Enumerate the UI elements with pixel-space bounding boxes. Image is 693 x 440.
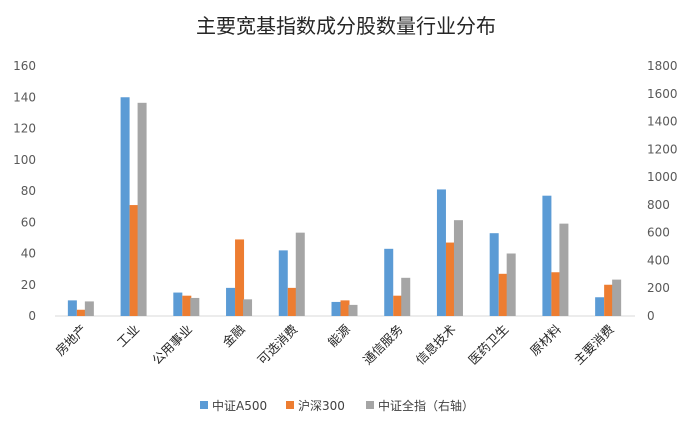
right-tick-label: 800 (647, 198, 670, 212)
bar (129, 205, 139, 316)
bar (331, 301, 341, 316)
bar (137, 102, 147, 316)
chart-title: 主要宽基指数成分股数量行业分布 (196, 14, 496, 38)
right-tick-label: 400 (647, 253, 670, 267)
bar (595, 297, 605, 316)
bar (612, 279, 622, 316)
bar (76, 309, 86, 316)
legend-label: 沪深300 (298, 399, 345, 413)
legend: 中证A500 沪深300 中证全指（右轴） (200, 398, 474, 413)
left-y-axis: 0 20 40 60 80 100 120 140 160 (13, 59, 36, 323)
legend-label: 中证A500 (212, 398, 267, 413)
right-tick-label: 200 (647, 281, 670, 295)
bar (84, 301, 94, 316)
legend-swatch (366, 401, 374, 409)
left-tick-label: 20 (21, 278, 36, 292)
left-tick-label: 80 (21, 184, 36, 198)
bar (295, 232, 305, 316)
left-tick-label: 0 (28, 309, 36, 323)
right-tick-label: 600 (647, 226, 670, 240)
right-y-axis: 0 200 400 600 800 1000 1200 1400 1600 1800 (647, 59, 678, 323)
bar (226, 287, 236, 316)
legend-label: 中证全指（右轴） (378, 398, 474, 413)
left-tick-label: 40 (21, 247, 36, 261)
bar (489, 233, 499, 316)
bar (506, 253, 516, 316)
bar (542, 195, 552, 316)
bar (67, 300, 77, 316)
bar (340, 300, 350, 316)
bar (384, 248, 394, 316)
bar (348, 304, 358, 316)
bar (278, 250, 288, 316)
bar (235, 239, 245, 316)
left-tick-label: 120 (13, 122, 36, 136)
bar (559, 223, 569, 316)
right-tick-label: 1000 (647, 170, 678, 184)
right-tick-label: 1400 (647, 115, 678, 129)
right-tick-label: 1800 (647, 59, 678, 73)
bar (182, 295, 192, 316)
bar (551, 272, 561, 316)
bar (243, 299, 253, 316)
bar (190, 297, 200, 316)
bar (393, 295, 403, 316)
left-tick-label: 100 (13, 153, 36, 167)
legend-swatch (286, 401, 294, 409)
bar (173, 292, 183, 316)
right-tick-label: 1200 (647, 142, 678, 156)
bar (287, 287, 297, 316)
bar (120, 97, 130, 316)
bar (453, 220, 463, 316)
right-tick-label: 0 (647, 309, 655, 323)
right-tick-label: 1600 (647, 87, 678, 101)
bar (436, 189, 446, 316)
bar (401, 277, 411, 316)
left-tick-label: 60 (21, 215, 36, 229)
left-tick-label: 160 (13, 59, 36, 73)
legend-swatch (200, 401, 208, 409)
bar (498, 273, 508, 316)
bar (445, 242, 455, 316)
bar (604, 284, 614, 316)
left-tick-label: 140 (13, 90, 36, 104)
bars-layer (67, 97, 622, 316)
